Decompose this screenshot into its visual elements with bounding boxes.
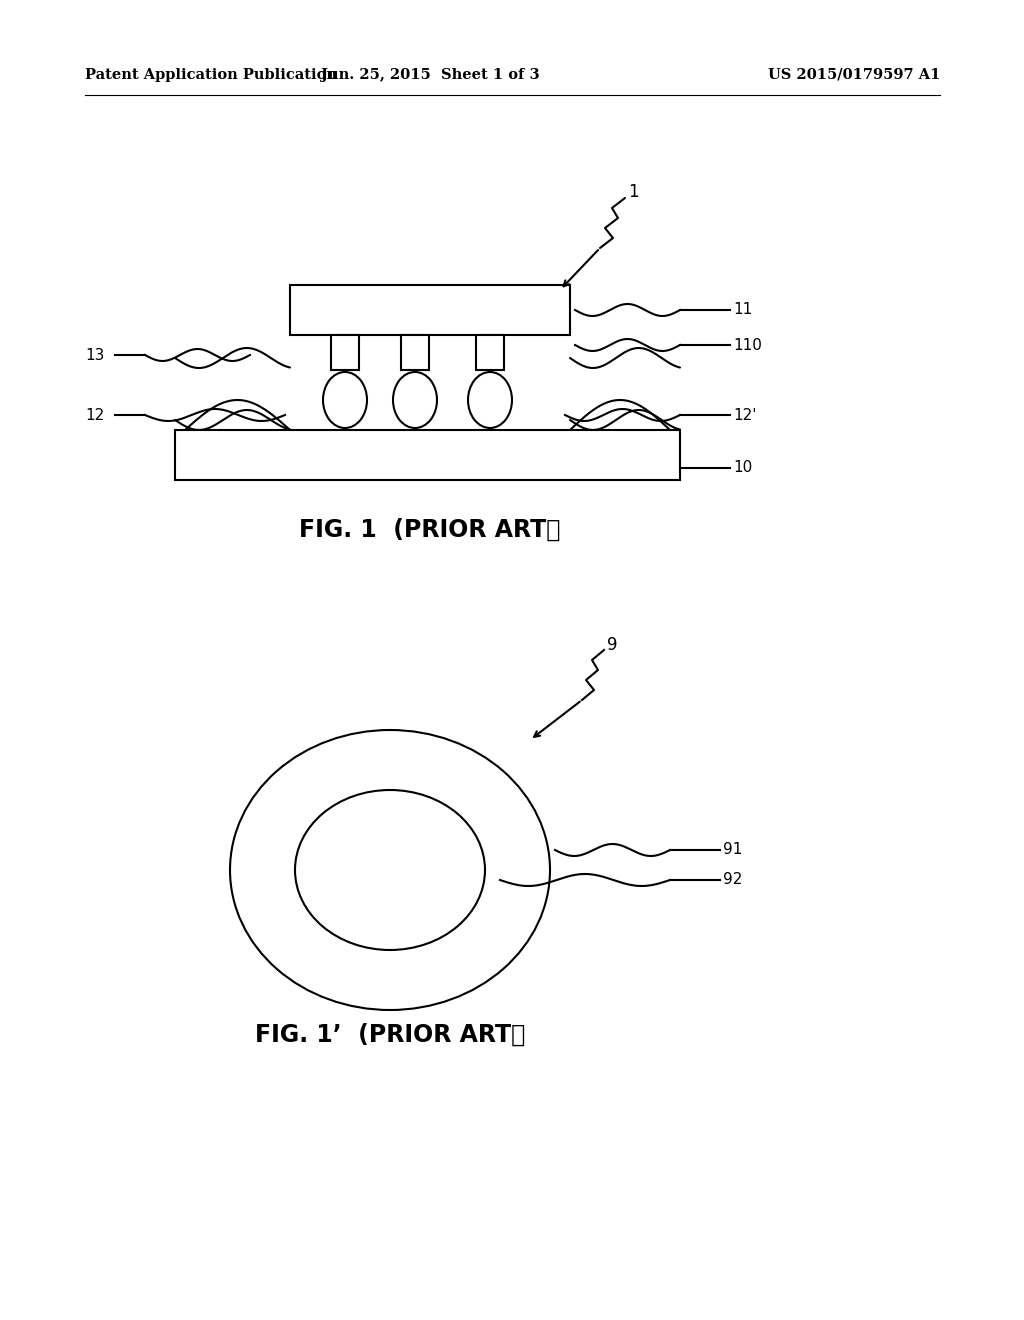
Text: FIG. 1  (PRIOR ART）: FIG. 1 (PRIOR ART） [299, 517, 561, 543]
Text: US 2015/0179597 A1: US 2015/0179597 A1 [768, 69, 940, 82]
Text: 12: 12 [85, 408, 104, 422]
Ellipse shape [468, 372, 512, 428]
Text: FIG. 1’  (PRIOR ART）: FIG. 1’ (PRIOR ART） [255, 1023, 525, 1047]
Text: Patent Application Publication: Patent Application Publication [85, 69, 337, 82]
Text: 92: 92 [723, 873, 742, 887]
Bar [290, 285, 570, 335]
Ellipse shape [393, 372, 437, 428]
Bar [401, 335, 429, 370]
Text: 11: 11 [733, 302, 753, 318]
Bar [175, 430, 680, 480]
Text: 10: 10 [733, 461, 753, 475]
Text: 13: 13 [85, 347, 104, 363]
Text: Jun. 25, 2015  Sheet 1 of 3: Jun. 25, 2015 Sheet 1 of 3 [321, 69, 540, 82]
Text: 9: 9 [607, 636, 617, 653]
Bar [476, 335, 504, 370]
Ellipse shape [230, 730, 550, 1010]
Ellipse shape [323, 372, 367, 428]
Text: 91: 91 [723, 842, 742, 858]
Text: 1: 1 [628, 183, 639, 201]
Bar [331, 335, 359, 370]
Ellipse shape [295, 789, 485, 950]
Text: 110: 110 [733, 338, 762, 352]
Text: 12': 12' [733, 408, 757, 422]
